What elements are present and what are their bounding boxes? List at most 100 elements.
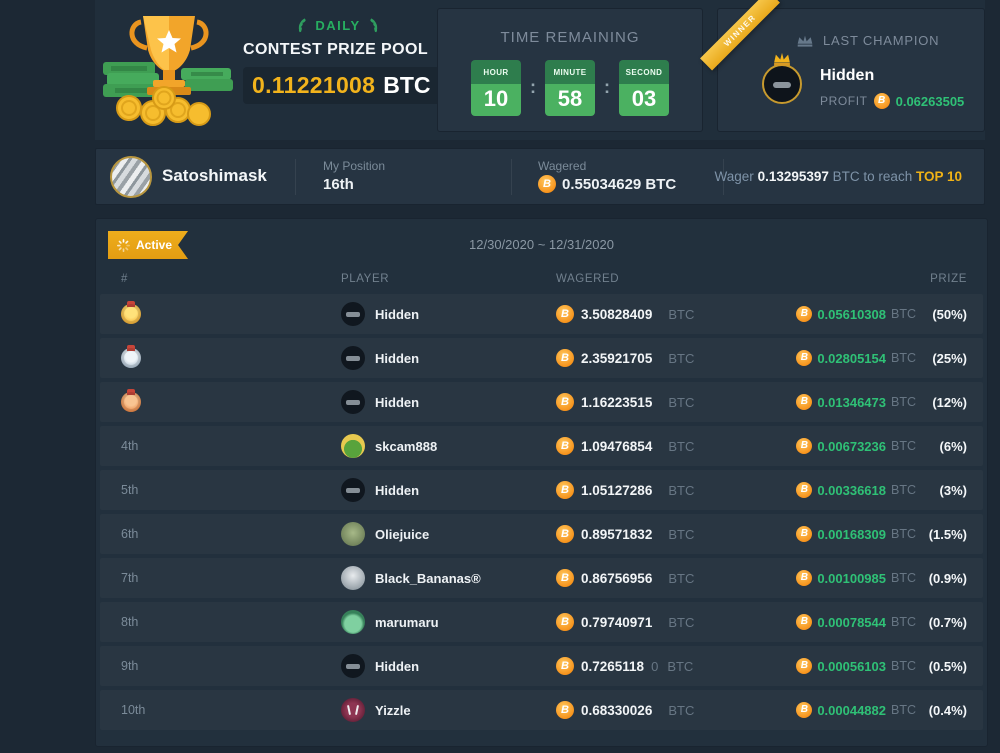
table-header: # PLAYER WAGERED PRIZE xyxy=(100,273,983,291)
table-row: 7th Black_Bananas® B 0.86756956 BTC B 0.… xyxy=(100,558,983,598)
prize-percent: (0.5%) xyxy=(928,658,967,674)
profit-value: 0.06263505 xyxy=(895,93,965,109)
prize-cell: B 0.02805154 BTC (25%) xyxy=(796,338,967,378)
btc-icon: B xyxy=(556,613,574,631)
last-champion-title: LAST CHAMPION xyxy=(823,33,940,48)
btc-icon: B xyxy=(796,526,813,542)
table-row: 6th Oliejuice B 0.89571832 BTC B 0.00168… xyxy=(100,514,983,554)
player-name: Hidden xyxy=(375,482,420,498)
prize-percent: (3%) xyxy=(939,482,967,498)
medal-icon xyxy=(121,301,141,324)
rank-label: 10th xyxy=(121,703,146,717)
profit-label: PROFIT xyxy=(820,94,868,108)
wagered-unit: BTC xyxy=(668,570,695,586)
wagered-amount: 0.79740971 xyxy=(581,614,653,630)
prize-cell: B 0.00044882 BTC (0.4%) xyxy=(796,690,967,730)
prize-cell: B 0.00056103 BTC (0.5%) xyxy=(796,646,967,686)
column-wagered: WAGERED xyxy=(556,273,620,285)
player-cell[interactable]: Hidden xyxy=(341,470,419,510)
wagered-cell: B 2.35921705 BTC xyxy=(556,338,694,378)
active-status-badge[interactable]: Active xyxy=(108,231,188,259)
player-cell[interactable]: Hidden xyxy=(341,294,419,334)
prize-percent: (12%) xyxy=(932,394,967,410)
last-champion-card: WINNER LAST CHAMPION Hidden PROFIT B 0.0… xyxy=(700,0,985,132)
prize-pool-amount: 0.11221008 BTC xyxy=(243,67,466,104)
player-name: Hidden xyxy=(375,350,420,366)
rank-label: 4th xyxy=(121,439,139,453)
player-cell[interactable]: Hidden xyxy=(341,338,419,378)
prize-unit: BTC xyxy=(891,395,916,409)
username: Satoshimask xyxy=(162,166,267,185)
prize-cell: B 0.00168309 BTC (1.5%) xyxy=(796,514,967,554)
wagered-cell: B 0.79740971 BTC xyxy=(556,602,694,642)
btc-icon: B xyxy=(796,394,813,410)
player-cell[interactable]: Hidden xyxy=(341,646,419,686)
btc-icon: B xyxy=(796,570,813,586)
wagered-unit: BTC xyxy=(668,394,695,410)
player-cell[interactable]: Hidden xyxy=(341,382,419,422)
wagered-cell: B 0.7265118 0 BTC xyxy=(556,646,693,686)
winner-ribbon: WINNER xyxy=(700,0,780,71)
wagered-unit: BTC xyxy=(668,702,695,718)
prize-pool-currency: BTC xyxy=(383,71,431,98)
countdown-hour: HOUR 10 xyxy=(471,60,521,116)
player-avatar xyxy=(341,434,365,458)
hint-middle: BTC to reach xyxy=(832,169,913,184)
laurel-right-icon xyxy=(368,17,381,33)
prize-amount: 0.00336618 xyxy=(817,482,886,498)
trophy-coins-illustration xyxy=(101,10,235,126)
rank-cell: 7th xyxy=(121,558,138,598)
medal-icon xyxy=(121,389,141,412)
table-row: 10th Yizzle B 0.68330026 BTC B 0.0004488… xyxy=(100,690,983,730)
crown-icon xyxy=(796,34,814,47)
prize-unit: BTC xyxy=(891,439,916,453)
player-name: Hidden xyxy=(375,394,420,410)
champion-name: Hidden xyxy=(820,67,875,84)
btc-icon: B xyxy=(796,702,813,718)
rank-label: 8th xyxy=(121,615,139,629)
rank-cell xyxy=(121,382,141,422)
champion-avatar[interactable] xyxy=(762,64,802,104)
wagered-cell: B 1.09476854 BTC xyxy=(556,426,694,466)
wagered-amount-dim: 0 xyxy=(651,658,659,674)
btc-icon: B xyxy=(556,525,574,543)
prize-percent: (0.4%) xyxy=(928,702,967,718)
prize-unit: BTC xyxy=(891,659,916,673)
rank-label: 5th xyxy=(121,483,139,497)
btc-icon: B xyxy=(556,569,574,587)
spinner-icon xyxy=(117,239,130,252)
wagered-unit: BTC xyxy=(668,526,695,542)
rank-label: 9th xyxy=(121,659,139,673)
player-cell[interactable]: Yizzle xyxy=(341,690,411,730)
hint-amount: 0.13295397 xyxy=(757,169,829,184)
prize-amount: 0.02805154 xyxy=(817,350,886,366)
user-avatar[interactable] xyxy=(110,156,152,198)
prize-cell: B 0.00336618 BTC (3%) xyxy=(796,470,967,510)
player-avatar xyxy=(341,610,365,634)
wagered-amount: 0.7265118 xyxy=(581,658,645,674)
prize-unit: BTC xyxy=(891,483,916,497)
player-cell[interactable]: Oliejuice xyxy=(341,514,429,554)
player-cell[interactable]: marumaru xyxy=(341,602,439,642)
medal-icon xyxy=(121,345,141,368)
btc-icon: B xyxy=(538,175,556,193)
wagered-amount: 0.89571832 xyxy=(581,526,653,542)
player-avatar xyxy=(341,346,365,370)
table-row: 8th marumaru B 0.79740971 BTC B 0.000785… xyxy=(100,602,983,642)
countdown-minute: MINUTE 58 xyxy=(545,60,595,116)
btc-icon: B xyxy=(873,93,890,109)
champion-crown-icon xyxy=(772,52,792,66)
active-badge-label: Active xyxy=(136,238,173,252)
player-name: marumaru xyxy=(375,614,439,630)
prize-cell: B 0.00078544 BTC (0.7%) xyxy=(796,602,967,642)
prize-unit: BTC xyxy=(891,527,916,541)
wagered-value: 0.55034629 BTC xyxy=(562,175,677,193)
rank-cell: 6th xyxy=(121,514,138,554)
prize-unit: BTC xyxy=(891,351,916,365)
wagered-unit: BTC xyxy=(668,614,695,630)
player-cell[interactable]: skcam888 xyxy=(341,426,437,466)
wagered-unit: BTC xyxy=(668,438,695,454)
player-cell[interactable]: Black_Bananas® xyxy=(341,558,481,598)
wagered-unit: BTC xyxy=(668,482,695,498)
table-row: Hidden B 1.16223515 BTC B 0.01346473 BTC… xyxy=(100,382,983,422)
